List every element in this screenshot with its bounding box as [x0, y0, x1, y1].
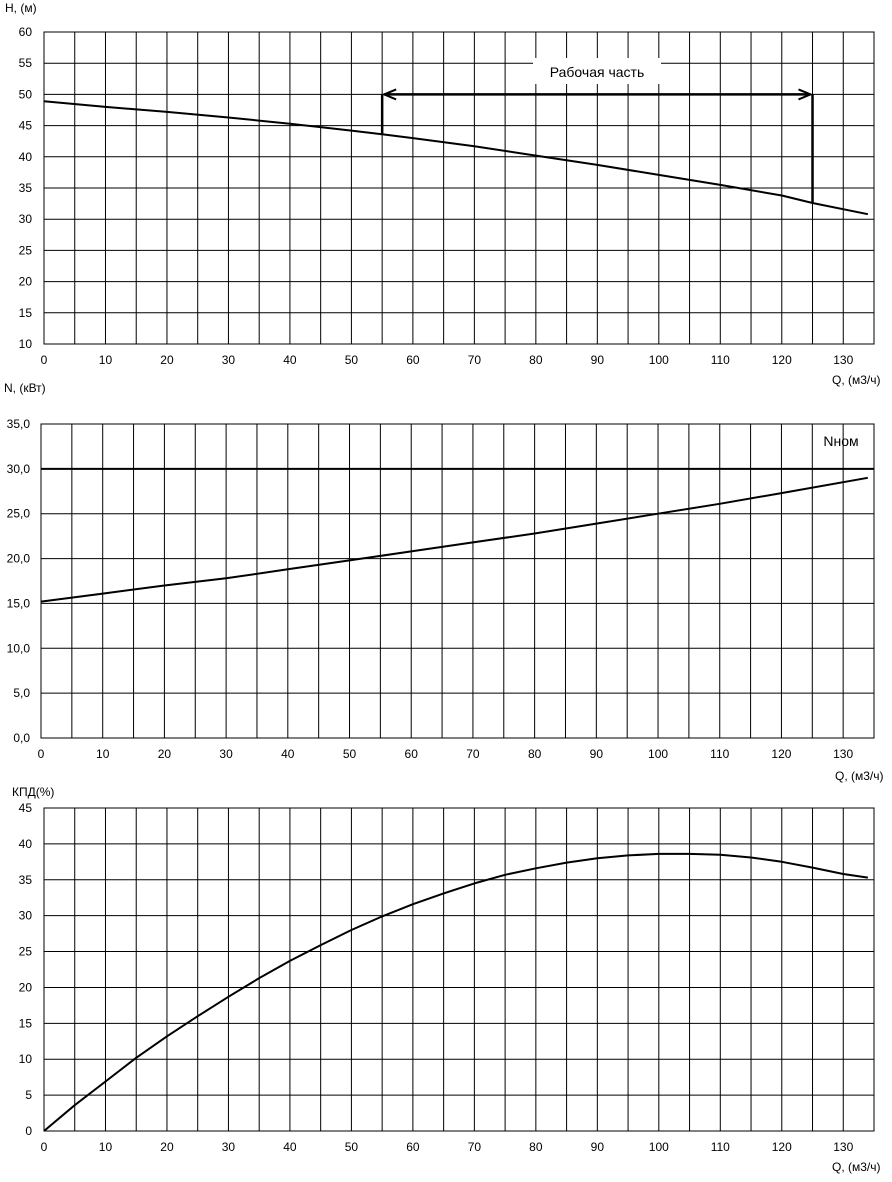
- y-tick-label: 10: [19, 337, 33, 351]
- operating-range-arrowhead-left: [381, 88, 397, 101]
- plot-area: [43, 31, 875, 345]
- x-tick-label: 60: [406, 1140, 420, 1154]
- x-tick-label: 110: [710, 747, 729, 761]
- x-tick-label: 100: [648, 747, 668, 761]
- y-tick-label: 40: [19, 150, 33, 164]
- chart-2: 0,0 5,0 10,0 15,0 20,0 25,0 30,0 35,0 0 10 20 30 40 5…: [4, 381, 884, 783]
- y-tick-label: 30,0: [7, 462, 31, 476]
- x-tick-label: 120: [772, 1140, 792, 1154]
- x-tick-label: 110: [711, 1140, 730, 1154]
- y-tick-label: 10: [19, 1052, 33, 1066]
- x-tick-label: 60: [406, 353, 420, 367]
- x-tick-label: 60: [405, 747, 419, 761]
- y-tick-label: 40: [19, 837, 33, 851]
- y-tick-label: 45: [19, 119, 33, 133]
- x-tick-label: 30: [222, 353, 236, 367]
- chart-1: 10 15 20 25 30 35 40 45 50 55 60 0 10 20 30 40 50 60 70 80 9…: [5, 1, 881, 387]
- x-tick-label: 50: [345, 1140, 359, 1154]
- x-tick-label: 20: [158, 747, 172, 761]
- y-tick-label: 35: [19, 181, 33, 195]
- x-tick-label: 70: [468, 353, 482, 367]
- y-tick-label: 15,0: [7, 596, 31, 610]
- x-tick-label: 50: [345, 353, 359, 367]
- plot-area: [43, 807, 875, 1132]
- x-tick-label: 90: [591, 353, 605, 367]
- x-tick-label: 0: [38, 747, 45, 761]
- x-tick-label: 70: [468, 1140, 482, 1154]
- y-tick-label: 25,0: [7, 507, 31, 521]
- x-tick-label: 0: [41, 1140, 48, 1154]
- x-tick-label: 100: [649, 353, 669, 367]
- y-tick-label: 30: [19, 909, 33, 923]
- x-tick-label: 0: [41, 353, 48, 367]
- series-line: [43, 852, 869, 1132]
- x-axis-title: Q, (м3/ч): [832, 1160, 881, 1174]
- x-tick-label: 20: [160, 1140, 174, 1154]
- y-tick-label: 10,0: [7, 641, 31, 655]
- x-tick-label: 30: [222, 1140, 236, 1154]
- x-tick-label: 80: [529, 353, 543, 367]
- y-tick-label: 0,0: [13, 731, 30, 745]
- operating-range-label-bg: [533, 58, 661, 84]
- y-tick-label: 35,0: [7, 417, 31, 431]
- y-tick-label: 35: [19, 873, 33, 887]
- y-tick-label: 55: [19, 56, 33, 70]
- x-tick-label: 130: [833, 1140, 853, 1154]
- y-tick-label: 20: [19, 980, 33, 994]
- series-line: [43, 100, 869, 216]
- y-tick-label: 45: [19, 801, 33, 815]
- x-tick-label: 90: [590, 747, 604, 761]
- y-tick-label: 20,0: [7, 552, 31, 566]
- y-tick-label: 60: [19, 25, 33, 39]
- x-tick-label: 10: [99, 1140, 113, 1154]
- x-tick-label: 80: [529, 1140, 543, 1154]
- nominal-power-label: Nном: [823, 433, 858, 449]
- y-tick-label: 25: [19, 945, 33, 959]
- y-tick-label: 5,0: [13, 686, 30, 700]
- y-tick-label: 15: [19, 306, 33, 320]
- y-tick-label: 50: [19, 87, 33, 101]
- y-tick-label: 5: [25, 1088, 32, 1102]
- operating-range-label: Рабочая часть: [550, 64, 645, 80]
- x-tick-label: 30: [219, 747, 233, 761]
- x-axis-title: Q, (м3/ч): [832, 373, 881, 387]
- x-tick-label: 10: [99, 353, 113, 367]
- x-tick-label: 40: [283, 353, 297, 367]
- y-tick-label: 0: [25, 1124, 32, 1138]
- x-tick-label: 20: [160, 353, 174, 367]
- operating-range-arrowhead-right: [798, 88, 814, 101]
- chart-3: 0 5 10 15 20 25 30 35 40 45 0 10 20 30 40 50 60 70 80 90 100…: [12, 785, 881, 1174]
- x-tick-label: 100: [649, 1140, 669, 1154]
- y-tick-label: 15: [19, 1016, 33, 1030]
- x-tick-label: 130: [833, 747, 853, 761]
- series-line: [40, 476, 868, 603]
- x-tick-label: 120: [772, 353, 792, 367]
- y-axis-title: H, (м): [5, 1, 37, 15]
- x-tick-label: 130: [833, 353, 853, 367]
- y-tick-label: 25: [19, 243, 33, 257]
- y-tick-label: 20: [19, 275, 33, 289]
- y-tick-label: 30: [19, 212, 33, 226]
- x-tick-label: 40: [281, 747, 295, 761]
- x-tick-label: 80: [528, 747, 542, 761]
- y-axis-title: N, (кВт): [4, 381, 46, 395]
- plot-area: [40, 423, 875, 739]
- x-tick-label: 40: [283, 1140, 297, 1154]
- y-axis-title: КПД(%): [12, 785, 54, 799]
- x-tick-label: 70: [466, 747, 480, 761]
- x-tick-label: 90: [591, 1140, 605, 1154]
- x-tick-label: 120: [771, 747, 791, 761]
- x-tick-label: 10: [96, 747, 110, 761]
- x-axis-title: Q, (м3/ч): [835, 769, 884, 783]
- x-tick-label: 50: [343, 747, 357, 761]
- x-tick-label: 110: [711, 353, 730, 367]
